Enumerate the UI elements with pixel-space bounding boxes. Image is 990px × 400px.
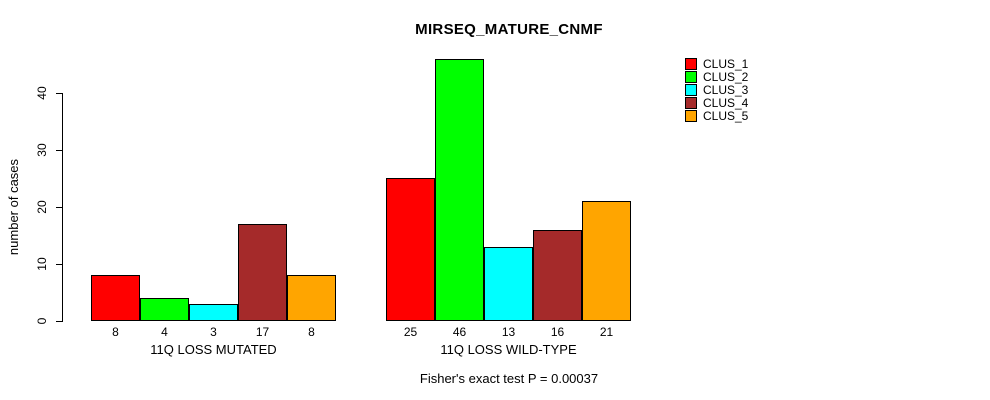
y-tick-label: 30 [35, 143, 49, 157]
bar-clus-4-11q-loss-wild-type [533, 230, 582, 321]
y-tick [56, 93, 62, 94]
bar-value-label: 25 [403, 325, 418, 339]
bar-value-label: 8 [308, 325, 315, 339]
y-tick-label: 20 [35, 200, 49, 214]
legend-swatch-clus-5 [685, 110, 697, 122]
bar-clus-3-11q-loss-mutated [189, 304, 238, 321]
bar-clus-2-11q-loss-wild-type [435, 59, 484, 321]
bar-clus-5-11q-loss-mutated [287, 275, 336, 321]
legend-item: CLUS_3 [685, 84, 748, 96]
legend-item: CLUS_1 [685, 58, 748, 70]
bar-clus-5-11q-loss-wild-type [582, 201, 631, 321]
bar-clus-1-11q-loss-wild-type [386, 178, 435, 321]
legend-swatch-clus-1 [685, 58, 697, 70]
bar-value-label: 21 [599, 325, 614, 339]
bar-clus-4-11q-loss-mutated [238, 224, 287, 321]
bar-value-label: 46 [452, 325, 467, 339]
legend-swatch-clus-3 [685, 84, 697, 96]
legend-swatch-clus-2 [685, 71, 697, 83]
legend-item: CLUS_2 [685, 71, 748, 83]
legend-item: CLUS_5 [685, 110, 748, 122]
y-tick-label: 40 [35, 86, 49, 100]
legend-label: CLUS_1 [703, 57, 749, 71]
legend-label: CLUS_2 [703, 70, 749, 84]
y-tick [56, 321, 62, 322]
legend-item: CLUS_4 [685, 97, 748, 109]
legend-label: CLUS_4 [703, 96, 749, 110]
stat-annotation: Fisher's exact test P = 0.00037 [419, 371, 599, 386]
bar-value-label: 17 [255, 325, 270, 339]
bar-value-label: 13 [501, 325, 516, 339]
legend-label: CLUS_5 [703, 109, 749, 123]
chart-title: MIRSEQ_MATURE_CNMF [415, 21, 603, 38]
y-axis-line [62, 93, 63, 322]
bar-value-label: 3 [210, 325, 217, 339]
bar-value-label: 8 [112, 325, 119, 339]
bar-clus-2-11q-loss-mutated [140, 298, 189, 321]
y-tick [56, 207, 62, 208]
legend-swatch-clus-4 [685, 97, 697, 109]
group-label-11q-loss-wild-type: 11Q LOSS WILD-TYPE [440, 342, 577, 357]
bar-value-label: 16 [550, 325, 565, 339]
legend-label: CLUS_3 [703, 83, 749, 97]
bar-clus-1-11q-loss-mutated [91, 275, 140, 321]
y-tick [56, 264, 62, 265]
group-label-11q-loss-mutated: 11Q LOSS MUTATED [150, 342, 277, 357]
legend: CLUS_1 CLUS_2 CLUS_3 CLUS_4 CLUS_5 [685, 58, 748, 123]
bar-clus-3-11q-loss-wild-type [484, 247, 533, 321]
y-axis-label: number of cases [6, 158, 21, 256]
bar-value-label: 4 [161, 325, 168, 339]
y-tick-label: 0 [35, 317, 49, 325]
y-tick-label: 10 [35, 257, 49, 271]
y-tick [56, 150, 62, 151]
